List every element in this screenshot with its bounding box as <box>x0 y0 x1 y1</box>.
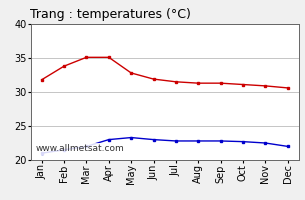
Text: www.allmetsat.com: www.allmetsat.com <box>36 144 125 153</box>
Text: Trang : temperatures (°C): Trang : temperatures (°C) <box>30 8 191 21</box>
